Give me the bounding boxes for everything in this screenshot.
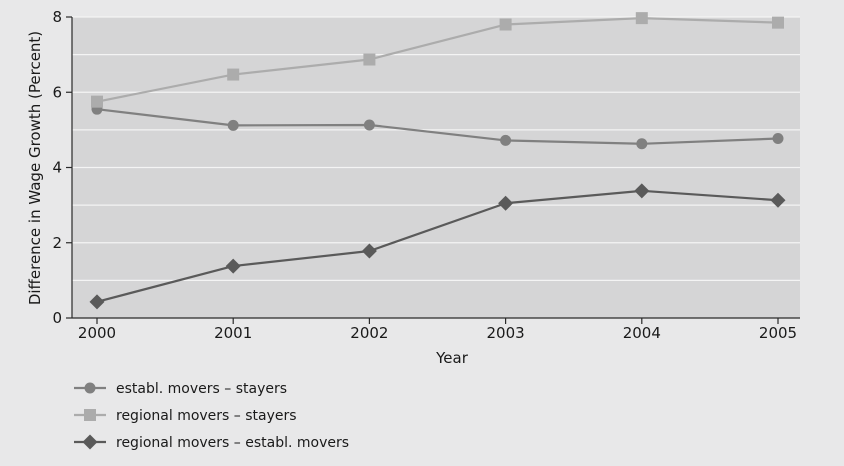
data-point [634,183,650,199]
legend-label: establ. movers – stayers [116,381,287,397]
y-tick-label: 0 [52,309,62,327]
data-point [635,12,648,25]
y-tick-label: 8 [52,8,62,26]
x-tick-label: 2000 [78,324,116,342]
x-axis-title: Year [435,349,469,367]
legend: establ. movers – stayers regional movers … [74,381,349,451]
x-tick-label: 2004 [623,324,661,342]
data-point [363,119,375,131]
data-point [772,16,784,29]
x-tick-label: 2001 [214,324,252,342]
data-point [227,119,239,131]
legend-marker [84,382,96,394]
y-tick-label: 6 [52,83,62,101]
series-line [96,108,779,145]
data-point [498,195,514,211]
legend-marker [82,434,98,450]
y-axis: 0 2 4 6 8 [52,8,73,327]
x-tick-label: 2003 [487,324,525,342]
data-point [499,18,512,31]
gridlines [72,16,800,281]
legend-label: regional movers – stayers [116,408,297,424]
series-3 [89,183,786,310]
data-point [363,53,376,66]
y-axis-title: Difference in Wage Growth (Percent) [26,31,44,305]
y-tick-label: 2 [52,234,62,252]
data-point [636,138,648,150]
legend-marker [84,409,96,421]
x-tick-label: 2002 [350,324,388,342]
data-point [227,68,240,81]
x-axis: 2000 2001 2002 2003 2004 2005 [72,317,800,342]
series-line [96,189,779,303]
x-tick-label: 2005 [759,324,797,342]
legend-item: regional movers – establ. movers [74,434,349,451]
legend-label: regional movers – establ. movers [116,435,349,451]
legend-item: establ. movers – stayers [74,381,287,397]
data-point [772,133,784,145]
y-tick-label: 4 [52,159,62,177]
series-2 [91,12,784,108]
data-point [89,294,105,310]
data-point [361,243,377,259]
data-point [500,134,512,146]
series-line [96,17,779,103]
legend-item: regional movers – stayers [74,408,297,424]
series-1 [91,103,784,150]
data-point [225,258,241,274]
data-point [770,192,786,208]
data-point [91,95,103,108]
series-lines [89,12,786,310]
